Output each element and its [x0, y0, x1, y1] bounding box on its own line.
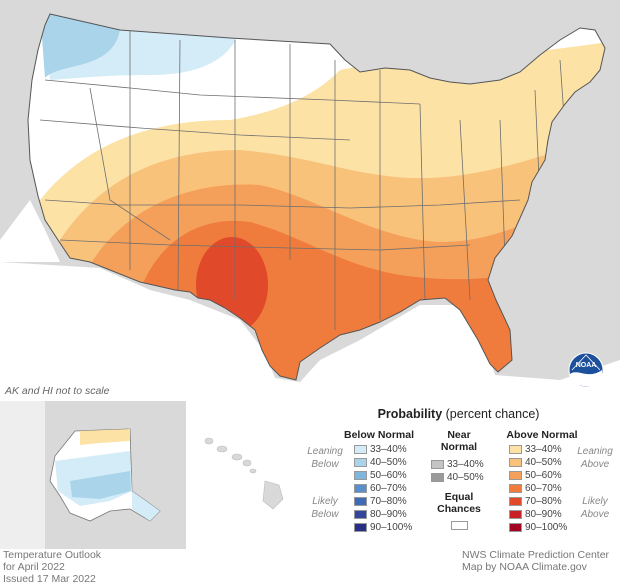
above-normal-swatch — [509, 484, 522, 493]
equal-chances-label: Equal Chances — [437, 491, 481, 515]
below-normal-label: 60–70% — [370, 483, 407, 494]
above-normal-swatch — [509, 510, 522, 519]
likely-above-label: Likely Above — [580, 496, 610, 520]
below-normal-swatch — [354, 510, 367, 519]
above-normal-label: 80–90% — [525, 509, 562, 520]
below-normal-swatch — [354, 523, 367, 532]
below-normal-swatch — [354, 484, 367, 493]
legend-title: Probability (percent chance) — [377, 407, 540, 421]
above-normal-swatch — [509, 471, 522, 480]
noaa-logo: NOAA — [568, 352, 604, 388]
near-normal-swatch — [431, 473, 444, 482]
outlook-period: for April 2022 — [3, 561, 65, 573]
hawaii-inset-map — [187, 401, 297, 549]
leaning-below-label: Leaning Below — [307, 446, 343, 470]
legend-panel: Probability (percent chance) Below Norma… — [297, 401, 620, 549]
above-normal-swatch — [509, 523, 522, 532]
alaska-inset-map — [0, 401, 186, 549]
near-normal-swatch — [431, 460, 444, 469]
above-normal-swatch — [509, 497, 522, 506]
footer-left: Temperature Outlook for April 2022 Issue… — [3, 549, 101, 585]
below-normal-swatch — [354, 471, 367, 480]
below-normal-label: 33–40% — [370, 444, 407, 455]
conus-outlook-map — [0, 0, 620, 400]
above-normal-swatch — [509, 458, 522, 467]
below-normal-label: 80–90% — [370, 509, 407, 520]
above-normal-label: 33–40% — [525, 444, 562, 455]
below-normal-swatch — [354, 458, 367, 467]
credit-climate-gov: Map by NOAA Climate.gov — [462, 561, 587, 573]
near-normal-label: 33–40% — [447, 459, 484, 470]
below-normal-label: 40–50% — [370, 457, 407, 468]
above-normal-header: Above Normal — [506, 429, 578, 441]
outlook-title: Temperature Outlook — [3, 549, 102, 561]
credit-cpc: NWS Climate Prediction Center — [462, 549, 610, 561]
above-normal-swatch — [509, 445, 522, 454]
near-normal-header: Near Normal — [440, 429, 478, 453]
logo-text: NOAA — [576, 362, 597, 369]
footer-right: NWS Climate Prediction Center Map by NOA… — [462, 549, 609, 573]
below-normal-swatch — [354, 497, 367, 506]
below-normal-swatch — [354, 445, 367, 454]
below-normal-label: 70–80% — [370, 496, 407, 507]
above-normal-label: 90–100% — [525, 522, 568, 533]
issue-date: Issued 17 Mar 2022 — [3, 573, 96, 585]
below-normal-label: 90–100% — [370, 522, 413, 533]
equal-chances-swatch — [451, 521, 468, 530]
above-normal-label: 50–60% — [525, 470, 562, 481]
above-normal-label: 40–50% — [525, 457, 562, 468]
below-normal-header: Below Normal — [343, 429, 414, 441]
above-normal-label: 70–80% — [525, 496, 562, 507]
below-normal-label: 50–60% — [370, 470, 407, 481]
map-note: AK and HI not to scale — [5, 385, 110, 397]
near-normal-label: 40–50% — [447, 472, 484, 483]
above-normal-label: 60–70% — [525, 483, 562, 494]
leaning-above-label: Leaning Above — [577, 446, 613, 470]
likely-below-label: Likely Below — [311, 496, 339, 520]
